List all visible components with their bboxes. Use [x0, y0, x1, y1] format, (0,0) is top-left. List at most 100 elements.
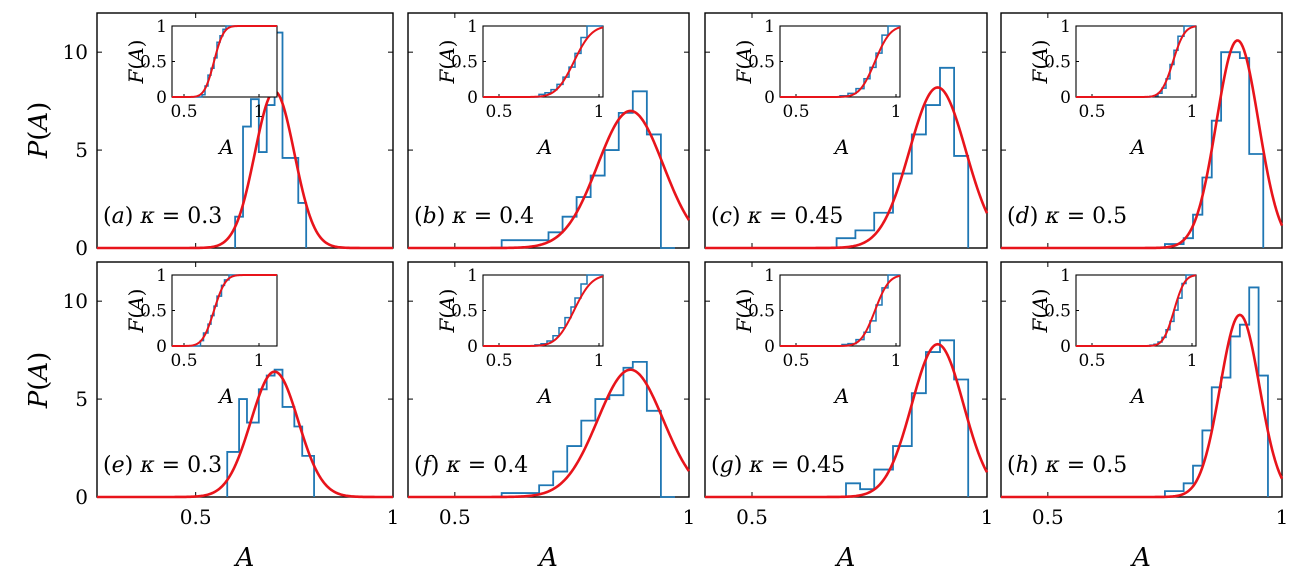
inset-ecdf [780, 274, 900, 347]
inset-y-label: F(A) [1028, 40, 1052, 85]
panel-label: (d) κ = 0.5 [1007, 204, 1127, 229]
panel-label: (a) κ = 0.3 [103, 204, 222, 229]
fit-curve [97, 370, 393, 499]
inset-y-tick-label: 0 [1060, 337, 1071, 357]
inset-x-tick-label: 0.5 [170, 102, 197, 122]
histogram [845, 339, 970, 497]
inset-fit-cdf [172, 274, 277, 347]
x-tick-label: 0.5 [1032, 505, 1064, 529]
inset-fit-cdf [780, 274, 901, 347]
fit-curve [705, 342, 989, 499]
inset-frame [171, 25, 278, 98]
inset-fit-cdf [172, 25, 277, 98]
inset: 00.510.5 1F(A)A [124, 266, 278, 408]
panel-d: (d) κ = 0.5 0 0.5 1 0.5 1 F(A) A [1000, 12, 1284, 250]
inset-x-label: A [536, 384, 552, 408]
inset-x-tick-label: 0.5 [485, 351, 512, 371]
inset-y-tick-label: 1 [467, 17, 478, 37]
inset-x-label: A [217, 384, 233, 408]
inset-fit-cdf [1076, 25, 1197, 98]
inset-y-tick-label: 1 [156, 266, 167, 286]
inset-x-label: A [536, 135, 552, 159]
x-axis-label: A [234, 543, 255, 573]
inset: 00.510.5 1F(A)A [1028, 17, 1197, 159]
x-axis-label: A [835, 543, 856, 573]
inset: 00.510.5 1F(A)A [124, 17, 278, 159]
inset-y-tick-label: 0 [156, 337, 167, 357]
inset-fit-cdf [1076, 274, 1197, 347]
inset-y-tick-label: 0 [1060, 88, 1071, 108]
x-tick-label: 0.5 [180, 505, 212, 529]
inset-y-tick-label: 0.5 [451, 53, 478, 73]
inset-fit-cdf [780, 26, 901, 98]
fit-curve [408, 109, 691, 250]
inset-x-tick-label: 0.5 [1078, 351, 1105, 371]
inset-x-label: A [1129, 384, 1145, 408]
inset-y-tick-label: 0.5 [1044, 53, 1071, 73]
inset-frame [171, 274, 278, 347]
inset-y-tick-label: 0 [764, 88, 775, 108]
inset: 00.510.5 1F(A)A [435, 17, 604, 159]
panel-f: 0.5 1 (f) κ = 0.4 0 0.5 1 0.5 1 F(A) A [407, 261, 696, 529]
inset: 00.510.5 1F(A)A [732, 17, 901, 159]
panel-b: (b) κ = 0.4 0 0.5 1 0.5 1 F(A) A [407, 12, 691, 250]
inset-frame [779, 274, 901, 347]
inset-x-tick-label: 0.5 [782, 102, 809, 122]
inset-fit-cdf [483, 275, 604, 347]
histogram [500, 90, 675, 249]
inset-y-tick-label: 1 [1060, 266, 1071, 286]
inset-y-tick-label: 0.5 [1044, 302, 1071, 322]
inset-x-label: A [217, 135, 233, 159]
inset-x-tick-label: 1 [254, 102, 265, 122]
y-tick-label: 0 [75, 485, 88, 509]
fit-curve [1001, 39, 1284, 250]
inset-x-tick-label: 0.5 [170, 351, 197, 371]
inset-x-tick-label: 1 [891, 351, 902, 371]
y-axis-label: P(A) [24, 352, 54, 410]
panel-label: (f) κ = 0.4 [414, 453, 528, 478]
inset-x-tick-label: 1 [594, 351, 605, 371]
inset-y-tick-label: 0.5 [748, 302, 775, 322]
inset-y-tick-label: 1 [764, 17, 775, 37]
x-tick-label: 1 [1276, 505, 1289, 529]
inset-x-label: A [833, 384, 849, 408]
inset: 00.510.5 1F(A)A [732, 266, 901, 408]
x-tick-label: 1 [981, 505, 994, 529]
x-tick-label: 0.5 [439, 505, 471, 529]
inset-y-tick-label: 0.5 [748, 53, 775, 73]
inset-ecdf [172, 25, 277, 98]
panel-h: 0.5 1 (h) κ = 0.5 0 0.5 1 0.5 1 F(A) A [1000, 261, 1289, 529]
x-axis-label: A [537, 543, 558, 573]
x-tick-label: 1 [683, 505, 696, 529]
inset-fit-cdf [483, 26, 604, 98]
panel-label: (g) κ = 0.45 [711, 453, 845, 478]
fit-curve [408, 368, 691, 499]
inset-x-tick-label: 1 [254, 351, 265, 371]
inset-x-tick-label: 1 [1187, 351, 1198, 371]
panel-label: (h) κ = 0.5 [1007, 453, 1127, 478]
inset-ecdf [780, 25, 900, 98]
inset-x-tick-label: 1 [1187, 102, 1198, 122]
y-tick-label: 10 [63, 289, 88, 313]
histogram [835, 66, 970, 248]
panel-g: 0.5 1 (g) κ = 0.45 0 0.5 1 0.5 1 F(A) A [704, 261, 994, 529]
inset-y-label: F(A) [1028, 289, 1052, 334]
inset-y-tick-label: 0 [764, 337, 775, 357]
panel-label: (b) κ = 0.4 [414, 204, 534, 229]
inset-y-label: F(A) [124, 289, 148, 334]
x-tick-label: 0.5 [736, 505, 768, 529]
panel-label: (c) κ = 0.45 [711, 204, 843, 229]
y-tick-label: 0 [75, 236, 88, 260]
y-tick-label: 5 [75, 138, 88, 162]
inset-frame [482, 274, 604, 347]
fit-curve [97, 89, 393, 250]
inset-x-tick-label: 0.5 [1078, 102, 1105, 122]
inset: 0 0.5 1 0.5 1 F(A) A [1028, 266, 1197, 408]
x-tick-label: 1 [387, 505, 400, 529]
inset: 00.510.5 1F(A)A [435, 266, 604, 408]
inset-y-tick-label: 0 [467, 337, 478, 357]
inset-x-tick-label: 1 [594, 102, 605, 122]
